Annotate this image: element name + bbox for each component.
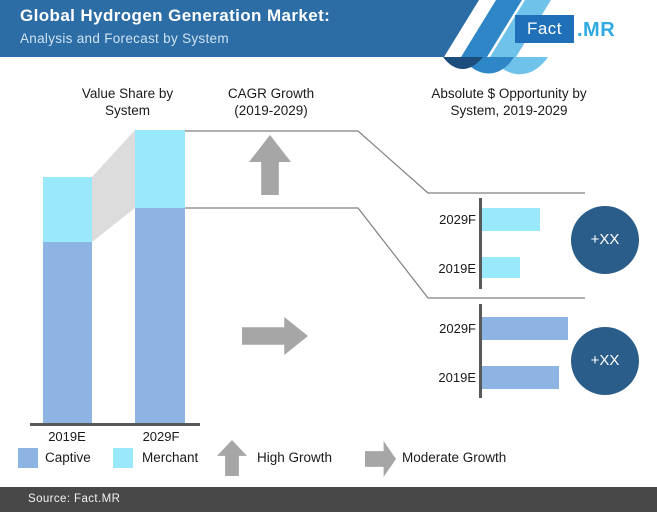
captive-opportunity-badge: +XX	[571, 327, 639, 395]
section-title-cagr: CAGR Growth (2019-2029)	[197, 85, 345, 119]
x-axis-label-2019: 2019E	[48, 429, 86, 444]
x-axis-label-2029: 2029F	[142, 429, 180, 444]
stacked-bar-connector-band	[92, 130, 135, 242]
captive-bar-2019	[482, 366, 559, 389]
merchant-group-axis	[479, 198, 482, 289]
bar-2029-captive-segment	[135, 208, 185, 423]
legend-high-growth-arrow-icon	[217, 440, 247, 476]
captive-group-axis	[479, 304, 482, 398]
value-share-title-line1: Value Share by	[81, 86, 174, 101]
legend-label-moderate-growth: Moderate Growth	[402, 450, 507, 465]
bar-2019-merchant-segment	[43, 177, 92, 242]
legend-swatch-captive	[18, 448, 38, 468]
cagr-title-line2: (2019-2029)	[234, 103, 308, 118]
captive-bar-label-2029: 2029F	[439, 321, 476, 336]
cagr-title-line1: CAGR Growth	[227, 86, 315, 101]
opportunity-title-line1: Absolute $ Opportunity by	[431, 86, 587, 101]
funnel-line-merchant	[185, 130, 585, 194]
legend-label-merchant: Merchant	[142, 450, 199, 465]
merchant-bar-2019	[482, 257, 520, 278]
legend-label-high-growth: High Growth	[257, 450, 333, 465]
legend-moderate-growth-arrow-icon	[365, 441, 396, 477]
brand-logo-fact: Fact	[515, 15, 574, 43]
source-attribution: Source: Fact.MR	[28, 493, 121, 505]
wave-dark	[443, 57, 483, 69]
bar-2029-merchant-segment	[135, 130, 185, 208]
footer-bar: Source: Fact.MR	[0, 487, 657, 512]
section-title-opportunity: Absolute $ Opportunity by System, 2019-2…	[403, 85, 615, 119]
stripe-medium	[461, 0, 522, 57]
captive-bar-label-2019: 2019E	[438, 370, 476, 385]
high-growth-arrow-icon	[249, 135, 291, 195]
brand-logo-mr: .MR	[577, 19, 616, 41]
legend-swatch-merchant	[113, 448, 133, 468]
page-title: Global Hydrogen Generation Market:	[20, 6, 331, 25]
moderate-growth-arrow-icon	[242, 317, 308, 355]
bar-2019-captive-segment	[43, 242, 92, 423]
section-title-value-share: Value Share by System	[50, 85, 205, 119]
x-axis-line	[30, 423, 200, 426]
merchant-opportunity-badge: +XX	[571, 206, 639, 274]
merchant-bar-label-2019: 2019E	[438, 261, 476, 276]
opportunity-title-line2: System, 2019-2029	[450, 103, 568, 118]
legend-label-captive: Captive	[45, 450, 91, 465]
page-subtitle: Analysis and Forecast by System	[20, 31, 229, 46]
captive-bar-2029	[482, 317, 568, 340]
merchant-bar-label-2029: 2029F	[439, 212, 476, 227]
merchant-bar-2029	[482, 208, 540, 231]
value-share-title-line2: System	[104, 103, 150, 118]
